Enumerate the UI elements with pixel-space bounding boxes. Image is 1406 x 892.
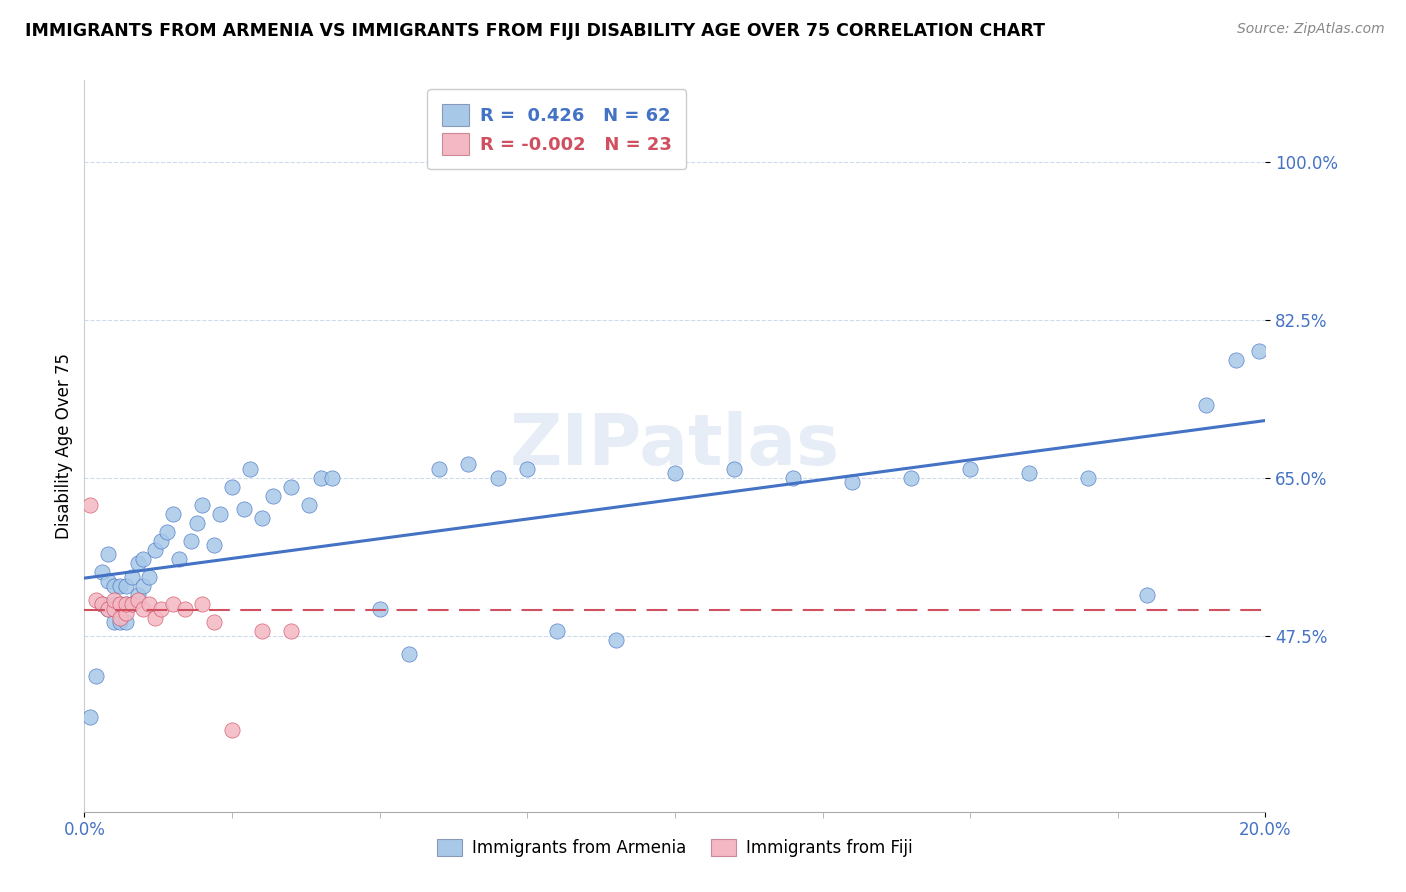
Point [150, 601, 173, 615]
Point [97, 574, 120, 589]
Point [723, 461, 745, 475]
Point [1077, 470, 1099, 484]
Point [114, 606, 136, 620]
Point [180, 533, 202, 548]
Point [132, 579, 155, 593]
Point [239, 461, 262, 475]
Point [1136, 588, 1159, 602]
Point [127, 592, 149, 607]
Point [486, 470, 509, 484]
Point [321, 470, 343, 484]
Point [280, 624, 302, 639]
Point [191, 597, 214, 611]
Point [114, 579, 136, 593]
Point [232, 502, 254, 516]
Text: ZIPatlas: ZIPatlas [510, 411, 839, 481]
Point [202, 615, 225, 629]
Text: IMMIGRANTS FROM ARMENIA VS IMMIGRANTS FROM FIJI DISABILITY AGE OVER 75 CORRELATI: IMMIGRANTS FROM ARMENIA VS IMMIGRANTS FR… [25, 22, 1045, 40]
Point [103, 615, 125, 629]
Point [127, 588, 149, 602]
Point [103, 579, 125, 593]
Point [900, 470, 922, 484]
Point [398, 647, 420, 661]
Point [138, 597, 160, 611]
Point [97, 601, 120, 615]
Point [457, 457, 479, 471]
Point [427, 461, 450, 475]
Point [1225, 353, 1247, 368]
Y-axis label: Disability Age Over 75: Disability Age Over 75 [55, 353, 73, 539]
Point [664, 466, 686, 480]
Point [127, 557, 149, 571]
Point [162, 507, 184, 521]
Point [1018, 466, 1040, 480]
Point [108, 579, 131, 593]
Point [103, 597, 125, 611]
Point [1195, 398, 1218, 412]
Text: Source: ZipAtlas.com: Source: ZipAtlas.com [1237, 22, 1385, 37]
Point [782, 470, 804, 484]
Point [79, 498, 101, 512]
Point [202, 538, 225, 552]
Point [91, 597, 114, 611]
Point [221, 480, 243, 494]
Point [298, 498, 321, 512]
Point [91, 597, 114, 611]
Point [162, 597, 184, 611]
Point [121, 597, 143, 611]
Point [84, 669, 107, 683]
Point [91, 566, 114, 580]
Point [121, 570, 143, 584]
Point [368, 601, 391, 615]
Point [841, 475, 863, 489]
Point [191, 498, 214, 512]
Point [108, 597, 131, 611]
Point [108, 615, 131, 629]
Point [121, 597, 143, 611]
Point [103, 601, 125, 615]
Point [546, 624, 568, 639]
Point [186, 516, 208, 530]
Point [138, 570, 160, 584]
Point [108, 610, 131, 624]
Point [156, 524, 179, 539]
Legend: Immigrants from Armenia, Immigrants from Fiji: Immigrants from Armenia, Immigrants from… [429, 830, 921, 865]
Point [167, 552, 190, 566]
Point [114, 597, 136, 611]
Point [309, 470, 332, 484]
Point [143, 610, 166, 624]
Point [114, 597, 136, 611]
Point [250, 624, 273, 639]
Point [150, 533, 173, 548]
Point [262, 489, 284, 503]
Point [250, 511, 273, 525]
Point [959, 461, 981, 475]
Point [103, 592, 125, 607]
Point [143, 542, 166, 557]
Point [209, 507, 232, 521]
Point [132, 552, 155, 566]
Point [280, 480, 302, 494]
Point [173, 601, 195, 615]
Point [1249, 344, 1271, 359]
Point [108, 597, 131, 611]
Point [97, 547, 120, 561]
Point [221, 723, 243, 738]
Point [84, 592, 107, 607]
Point [114, 615, 136, 629]
Point [97, 601, 120, 615]
Point [132, 601, 155, 615]
Point [516, 461, 538, 475]
Point [605, 633, 627, 648]
Point [79, 710, 101, 724]
